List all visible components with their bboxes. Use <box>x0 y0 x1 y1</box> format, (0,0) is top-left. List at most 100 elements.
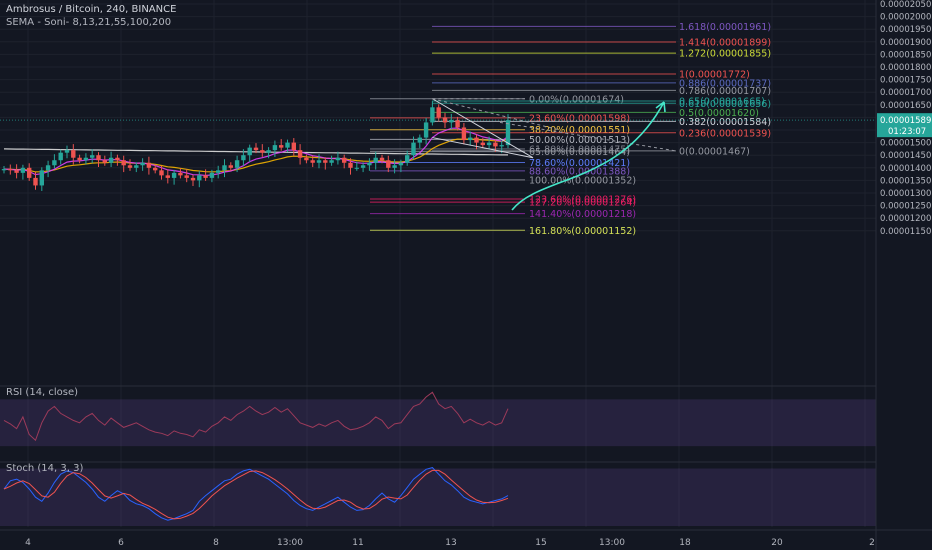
last-price-badge[interactable] <box>877 113 932 138</box>
candle-body[interactable] <box>367 162 372 166</box>
candle-body[interactable] <box>153 167 158 171</box>
candle-body[interactable] <box>272 145 278 151</box>
price-axis[interactable]: 0.00002050 0.00002000 0.00001950 0.00001900… <box>875 0 932 550</box>
candle-body[interactable] <box>323 160 328 163</box>
candle-body[interactable] <box>474 137 479 143</box>
candle-body[interactable] <box>461 127 467 141</box>
candle-body[interactable] <box>247 147 252 156</box>
candle-body[interactable] <box>241 155 246 161</box>
candle-body[interactable] <box>102 160 107 163</box>
forecast-arrow[interactable] <box>511 101 665 211</box>
candle-body[interactable] <box>342 157 347 163</box>
candle-body[interactable] <box>279 145 284 148</box>
candle-body[interactable] <box>64 150 70 153</box>
candle-body[interactable] <box>209 172 215 178</box>
candle-body[interactable] <box>171 172 177 178</box>
candle-body[interactable] <box>83 157 89 161</box>
wedge-lower-line[interactable] <box>432 137 534 159</box>
stoch-pane[interactable]: 75.000050.000025.0000 <box>0 461 932 526</box>
candle-body[interactable] <box>159 170 164 176</box>
indicator-legend[interactable]: SEMA - Soni- 8,13,21,55,100,200 <box>6 17 172 28</box>
candle-body[interactable] <box>329 160 334 163</box>
stoch-line[interactable] <box>3 467 509 521</box>
candle-body[interactable] <box>455 119 460 128</box>
candle-body[interactable] <box>266 150 271 153</box>
candle-body[interactable] <box>121 160 126 166</box>
candle-body[interactable] <box>411 142 416 156</box>
candle-body[interactable] <box>222 165 227 171</box>
candle-body[interactable] <box>499 145 504 147</box>
rsi-legend[interactable]: RSI (14, close) <box>6 387 79 398</box>
candle-body[interactable] <box>297 150 303 158</box>
candle-body[interactable] <box>285 142 290 148</box>
candle-body[interactable] <box>190 177 196 181</box>
candle-body[interactable] <box>127 165 133 168</box>
candle-body[interactable] <box>468 137 473 141</box>
candle-body[interactable] <box>140 162 145 166</box>
candle-body[interactable] <box>1 169 7 171</box>
candle-body[interactable] <box>386 160 391 168</box>
candle-body[interactable] <box>58 152 63 161</box>
candle-body[interactable] <box>304 157 309 161</box>
candle-body[interactable] <box>398 162 404 166</box>
candle-body[interactable] <box>197 175 202 181</box>
candle-body[interactable] <box>45 165 51 171</box>
candle-body[interactable] <box>216 170 221 173</box>
candle-body[interactable] <box>52 160 57 166</box>
dashed-guide[interactable] <box>432 98 561 131</box>
fib-extension-tool[interactable]: 1.618(0.00001961) 1.414(0.00001899)1.272(… <box>432 22 771 157</box>
stoch-signal-line[interactable] <box>3 469 509 520</box>
candle-body[interactable] <box>405 155 410 163</box>
rsi-line[interactable] <box>3 391 509 442</box>
candle-body[interactable] <box>291 142 296 151</box>
candle-body[interactable] <box>373 157 378 163</box>
candle-body[interactable] <box>184 175 189 178</box>
candle-body[interactable] <box>335 157 341 161</box>
candle-body[interactable] <box>348 162 353 168</box>
candle-body[interactable] <box>436 107 441 118</box>
candle-body[interactable] <box>430 107 435 123</box>
candle-body[interactable] <box>203 175 208 178</box>
candle-body[interactable] <box>8 169 13 171</box>
candle-body[interactable] <box>146 162 152 168</box>
candle-body[interactable] <box>178 172 183 176</box>
candle-body[interactable] <box>493 142 498 147</box>
candle-body[interactable] <box>165 175 170 178</box>
symbol-title[interactable]: Ambrosus / Bitcoin, 240, BINANCE <box>6 4 177 15</box>
candle-body[interactable] <box>228 165 233 168</box>
candle-body[interactable] <box>316 160 322 163</box>
candle-body[interactable] <box>360 165 366 168</box>
candle-body[interactable] <box>392 165 397 168</box>
drawings[interactable] <box>0 98 876 211</box>
fib-retracement-tool[interactable]: 0.00%(0.00001674) 23.60%(0.00001598)38.20… <box>370 94 636 237</box>
candle-body[interactable] <box>505 120 511 146</box>
candle-body[interactable] <box>379 157 385 161</box>
candle-body[interactable] <box>39 170 44 186</box>
candle-body[interactable] <box>77 157 82 161</box>
candle-body[interactable] <box>354 167 359 169</box>
candle-body[interactable] <box>71 150 76 158</box>
candle-body[interactable] <box>480 142 485 146</box>
candle-body[interactable] <box>417 137 422 143</box>
candle-body[interactable] <box>423 122 429 138</box>
candle-body[interactable] <box>310 160 315 163</box>
candle-body[interactable] <box>20 167 26 173</box>
candle-body[interactable] <box>108 157 114 163</box>
candle-body[interactable] <box>14 170 19 173</box>
stoch-legend[interactable]: Stoch (14, 3, 3) <box>6 463 84 474</box>
candle-body[interactable] <box>90 155 95 158</box>
candle-body[interactable] <box>27 167 32 178</box>
candle-body[interactable] <box>442 117 448 123</box>
candle-body[interactable] <box>449 119 454 123</box>
candle-body[interactable] <box>486 142 492 146</box>
candle-body[interactable] <box>253 147 259 151</box>
candle-body[interactable] <box>260 150 265 153</box>
candle-body[interactable] <box>33 177 38 186</box>
candle-body[interactable] <box>134 165 139 168</box>
candle-body[interactable] <box>115 157 120 161</box>
candle-body[interactable] <box>96 155 101 161</box>
wedge-upper-line[interactable] <box>432 98 534 159</box>
candlesticks[interactable] <box>1 101 511 191</box>
candle-body[interactable] <box>234 160 240 168</box>
